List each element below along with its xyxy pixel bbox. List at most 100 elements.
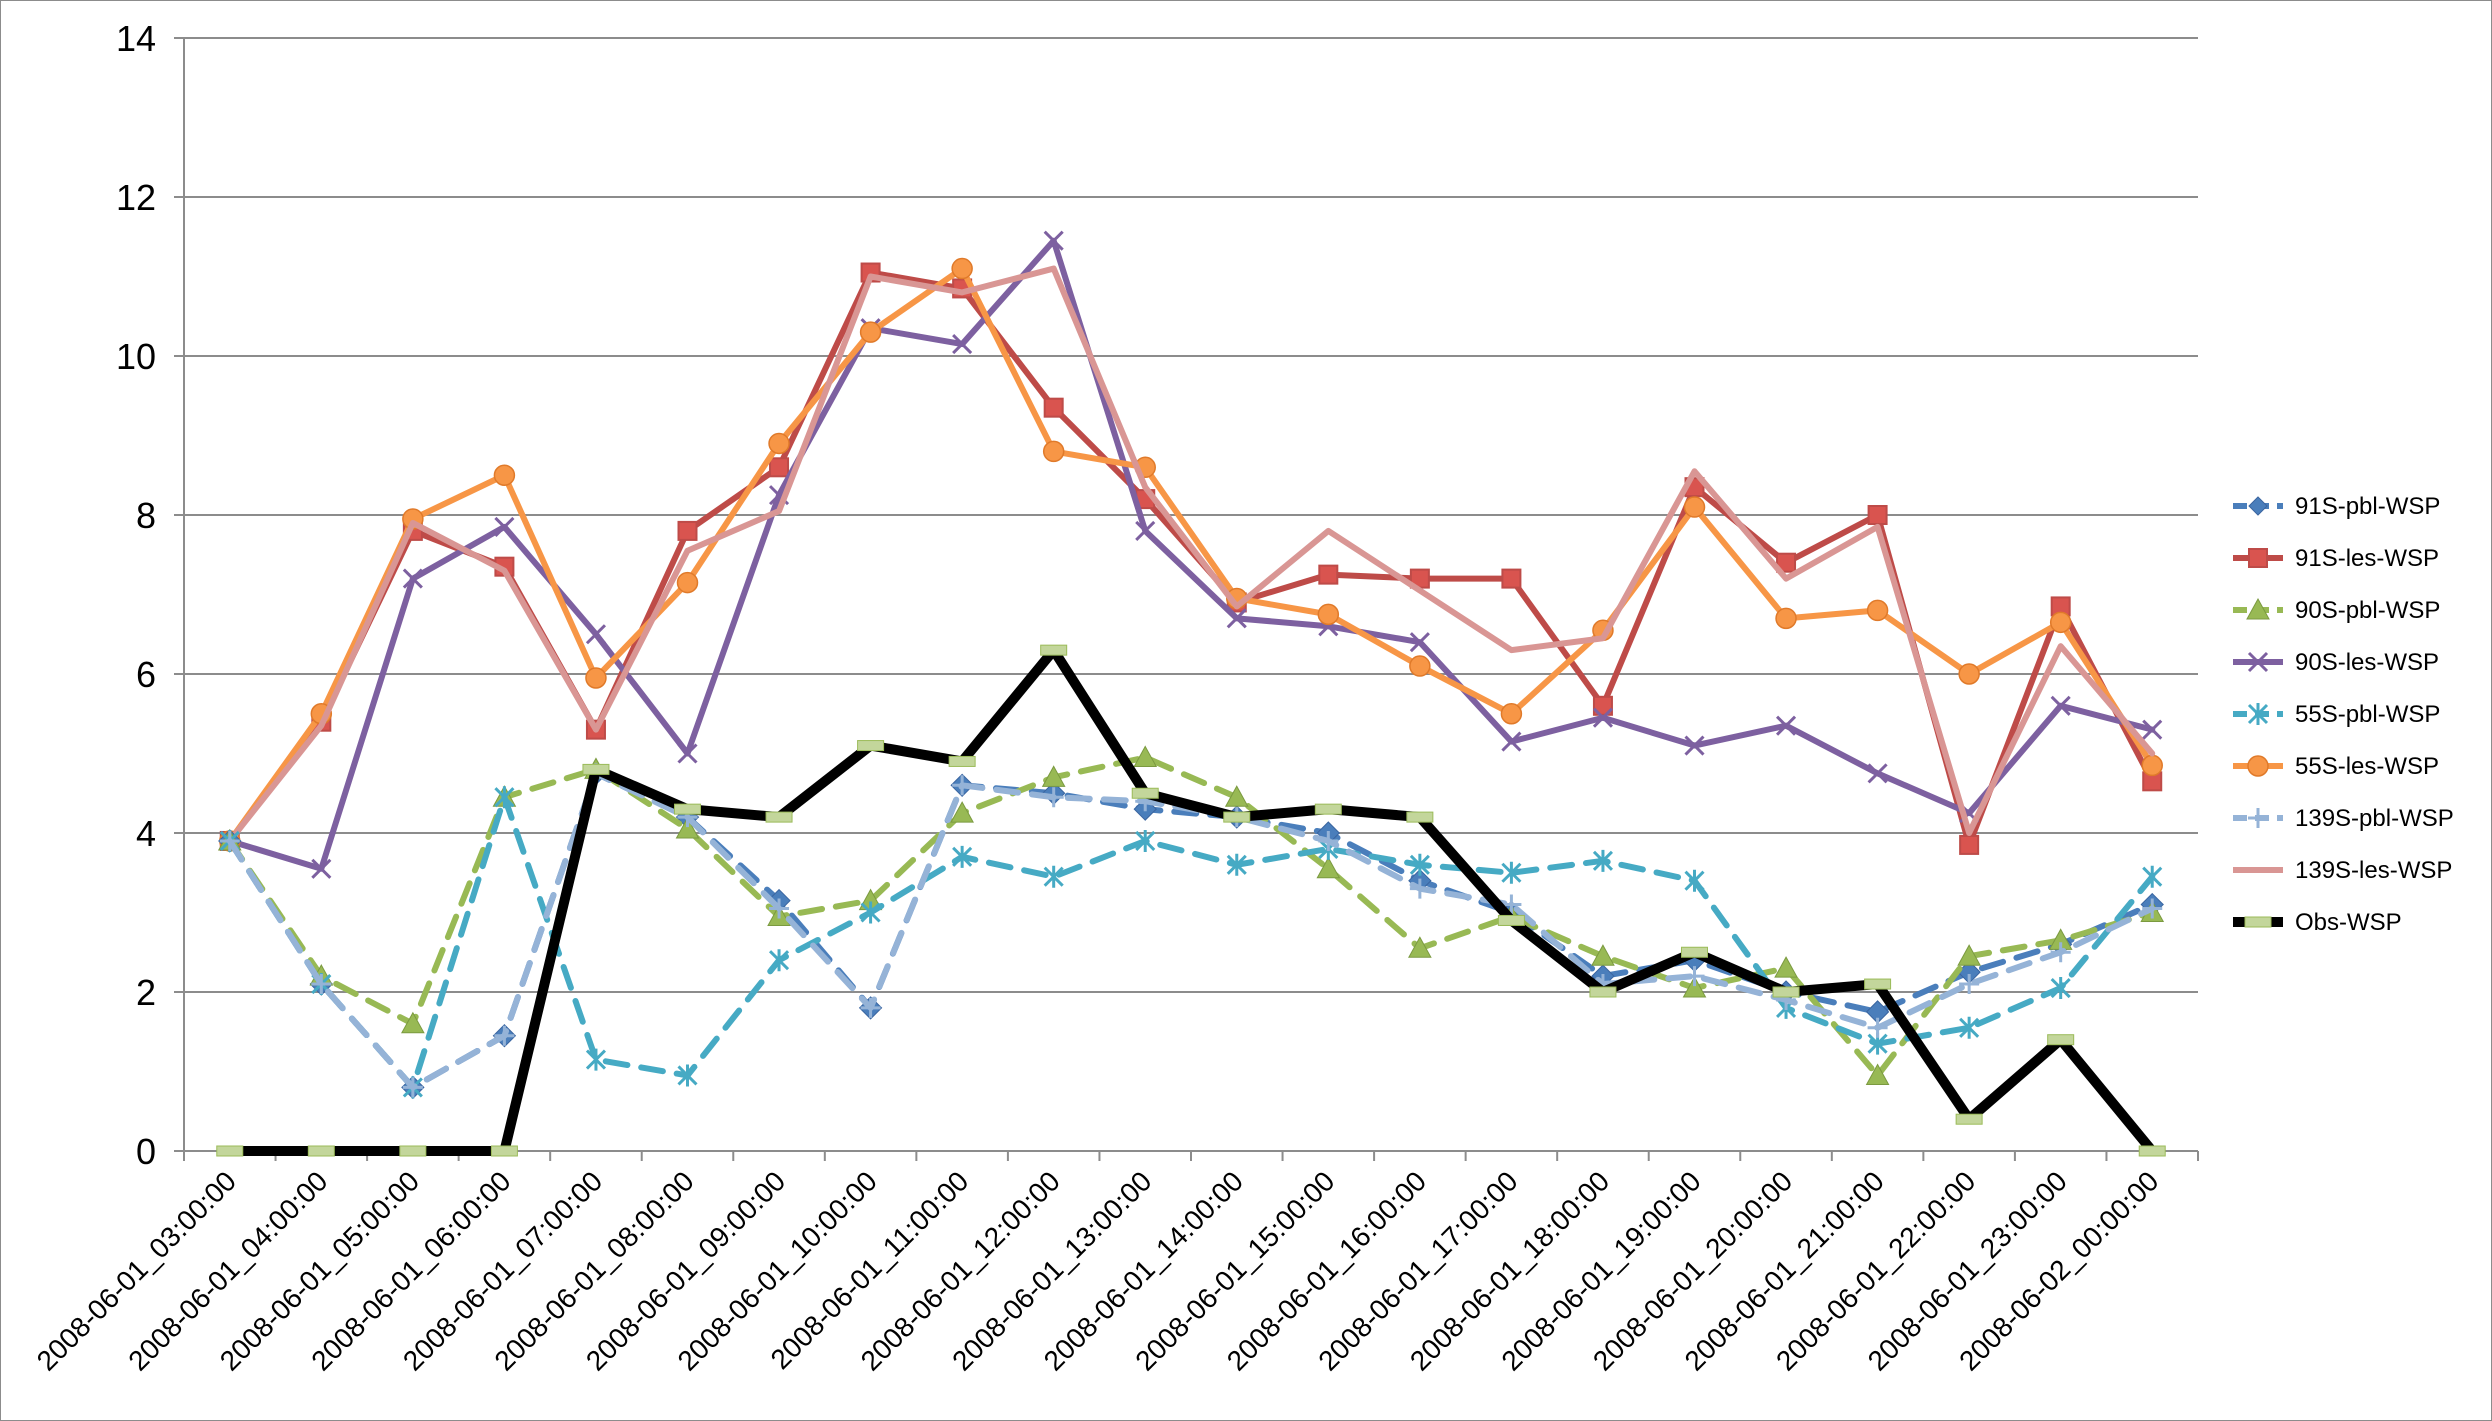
star-marker (677, 1064, 698, 1087)
star-marker (2142, 865, 2163, 888)
series-Obs-WSP (216, 644, 2166, 1157)
x-marker (952, 334, 973, 355)
square-marker (677, 520, 698, 541)
y-tick-label: 12 (116, 177, 156, 218)
legend-label: 55S-les-WSP (2295, 753, 2439, 780)
dash-marker (1955, 1113, 1983, 1125)
dash-marker (1864, 978, 1892, 990)
circle-marker (951, 257, 973, 280)
star-marker (1592, 849, 1614, 872)
circle-marker (768, 432, 790, 455)
dash-marker (2138, 1145, 2166, 1157)
dash-marker (307, 1145, 335, 1157)
triangle-marker (1224, 785, 1249, 807)
legend-item-91S-les-WSP: 91S-les-WSP (2233, 545, 2439, 572)
plus-marker (219, 830, 240, 851)
plus-marker (494, 1025, 515, 1046)
x-marker (1043, 230, 1064, 251)
dash-marker (2244, 916, 2272, 928)
square-marker (769, 457, 790, 478)
star-marker (585, 1048, 607, 1071)
circle-marker (1317, 603, 1340, 626)
legend-item-55S-les-WSP: 55S-les-WSP (2233, 753, 2439, 780)
dash-marker (1223, 811, 1251, 823)
x-marker (311, 858, 332, 879)
y-tick-label: 8 (136, 495, 156, 536)
circle-marker (859, 321, 882, 343)
x-marker (1684, 735, 1705, 756)
circle-marker (1409, 655, 1431, 677)
x-marker (1409, 632, 1430, 653)
legend-item-55S-pbl-WSP: 55S-pbl-WSP (2233, 701, 2440, 728)
x-marker (1775, 715, 1797, 736)
dash-marker (1406, 811, 1434, 823)
legend-item-139S-pbl-WSP: 139S-pbl-WSP (2233, 805, 2454, 832)
square-marker (1501, 568, 1522, 589)
dash-marker (948, 755, 976, 767)
dash-marker (582, 763, 610, 775)
legend-item-139S-les-WSP: 139S-les-WSP (2233, 857, 2452, 884)
legend-label: 90S-les-WSP (2295, 649, 2439, 676)
plus-marker (2248, 808, 2268, 828)
series-line (226, 269, 2156, 848)
y-tick-label: 2 (136, 972, 156, 1013)
star-marker (1684, 869, 1705, 892)
circle-marker (2141, 754, 2163, 777)
plus-marker (952, 775, 973, 796)
legend-item-90S-pbl-WSP: 90S-pbl-WSP (2233, 597, 2440, 624)
triangle-marker (1865, 1063, 1890, 1085)
square-marker (1776, 552, 1797, 573)
dash-marker (1314, 803, 1342, 815)
circle-marker (2247, 755, 2269, 777)
triangle-marker (1591, 944, 1615, 966)
x-marker (494, 516, 515, 537)
legend-item-90S-les-WSP: 90S-les-WSP (2233, 649, 2439, 676)
circle-marker (1958, 663, 1980, 685)
dash-marker (2047, 1034, 2075, 1046)
square-marker (1318, 564, 1339, 585)
dash-marker (765, 811, 793, 823)
plus-marker (860, 997, 881, 1018)
plus-marker (1409, 878, 1430, 899)
plus-marker (1959, 974, 1980, 995)
triangle-marker (1408, 936, 1432, 958)
series-line (226, 265, 2156, 844)
legend-label: 91S-pbl-WSP (2295, 493, 2440, 520)
dash-marker (1681, 946, 1708, 958)
series-line (226, 794, 2156, 1091)
square-marker (1959, 834, 1980, 855)
legend-label: 139S-les-WSP (2295, 857, 2452, 884)
series-139S-les-WSP (226, 265, 2156, 844)
plus-marker (1684, 966, 1705, 987)
dash-marker (674, 803, 701, 815)
dash-marker (857, 740, 885, 752)
legend-label: 90S-pbl-WSP (2295, 597, 2440, 624)
y-tick-label: 4 (136, 813, 156, 854)
legend-label: 139S-pbl-WSP (2295, 805, 2454, 832)
star-marker (1409, 853, 1430, 876)
triangle-marker (675, 816, 700, 839)
star-marker (768, 949, 790, 972)
legend-item-91S-pbl-WSP: 91S-pbl-WSP (2233, 493, 2440, 520)
series-line (226, 770, 2156, 1091)
dash-marker (1589, 986, 1617, 998)
circle-marker (1500, 703, 1523, 725)
square-marker (1867, 505, 1888, 525)
star-marker (494, 786, 515, 809)
x-marker (1867, 763, 1888, 784)
legend-item-Obs-WSP: Obs-WSP (2233, 909, 2402, 936)
triangle-marker (1957, 944, 1981, 966)
triangle-marker (401, 1011, 425, 1034)
triangle-marker (1133, 745, 1158, 767)
x-marker (677, 743, 698, 764)
x-marker (402, 568, 423, 589)
y-tick-label: 10 (116, 336, 156, 377)
plus-marker (1318, 830, 1339, 851)
square-marker (2248, 548, 2268, 568)
circle-marker (1042, 440, 1065, 463)
dash-marker (1131, 787, 1159, 799)
series-line (224, 645, 2158, 1156)
square-marker (1043, 397, 1064, 418)
series-line (226, 754, 2156, 1079)
